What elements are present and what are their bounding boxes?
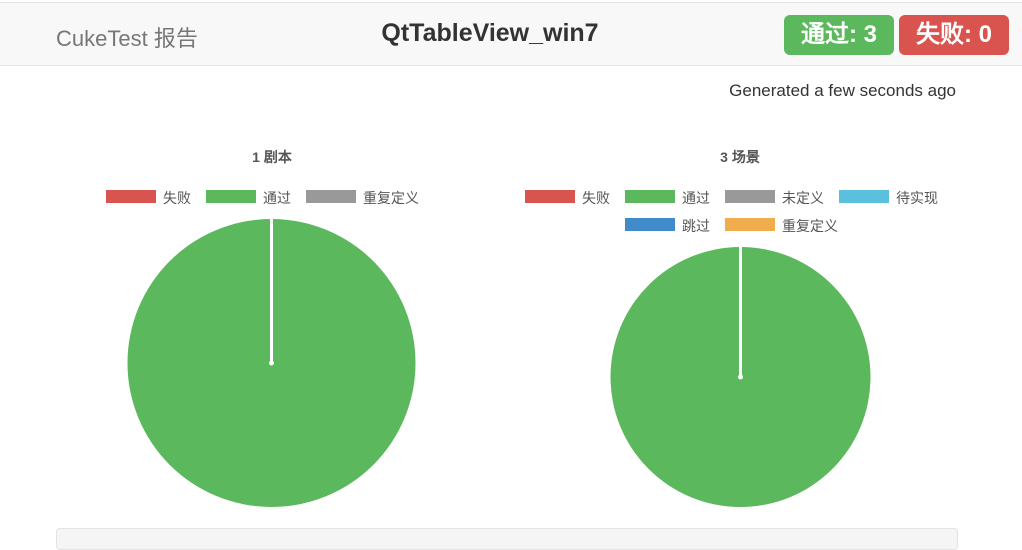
chart-title: 1 剧本 [252, 149, 292, 165]
legend-swatch [625, 190, 675, 203]
pie-center-dot [738, 374, 743, 380]
brand-link[interactable]: CukeTest 报告 [56, 26, 198, 51]
legend-label: 重复定义 [363, 190, 419, 206]
legend-swatch [725, 218, 775, 231]
pie-svg [610, 247, 871, 507]
report-title: QtTableView_win7 [381, 19, 599, 47]
legend-label: 跳过 [682, 218, 710, 234]
chart-title: 3 场景 [720, 149, 760, 165]
legend-swatch [725, 190, 775, 203]
legend-label: 待实现 [896, 190, 938, 206]
legend-swatch [525, 190, 575, 203]
legend-swatch [839, 190, 889, 203]
legend-label: 未定义 [782, 190, 824, 206]
generated-timestamp: Generated a few seconds ago [729, 81, 956, 100]
legend-swatch [306, 190, 356, 203]
legend-swatch [206, 190, 256, 203]
legend-label: 通过 [682, 190, 710, 206]
features-pie-chart: 1 剧本 失败 通过 重复定义 [66, 140, 478, 520]
legend-label: 失败 [163, 190, 191, 206]
navbar: CukeTest 报告 QtTableView_win7 通过: 3 失败: 0 [0, 2, 1022, 66]
pie-center-dot [269, 360, 274, 366]
scenarios-pie-chart: 3 场景 失败 通过 未定义 待实现跳过 重复定义 [500, 140, 980, 520]
pie-svg [127, 219, 416, 507]
legend-label: 通过 [263, 190, 291, 206]
features-panel [56, 528, 958, 550]
failed-badge: 失败: 0 [899, 15, 1009, 55]
legend-label: 重复定义 [782, 218, 838, 234]
legend-swatch [625, 218, 675, 231]
passed-badge: 通过: 3 [784, 15, 894, 55]
legend-swatch [106, 190, 156, 203]
legend-label: 失败 [582, 190, 610, 206]
